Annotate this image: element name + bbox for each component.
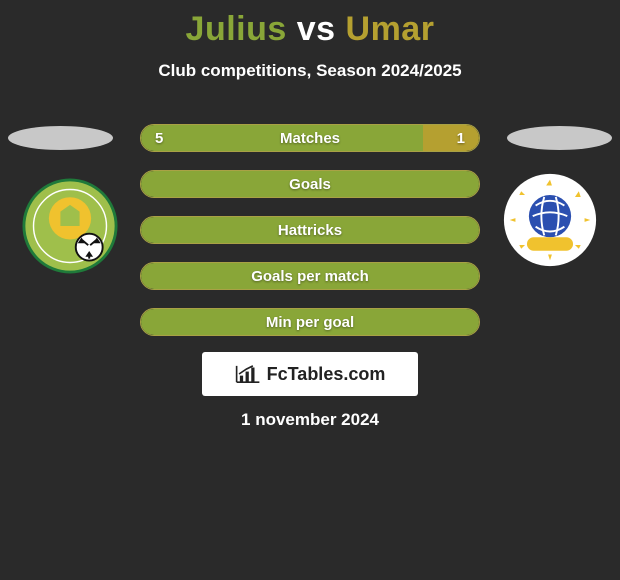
comparison-title: Julius vs Umar [0,0,620,49]
stats-container: Matches5 1 Goals Hattricks Goals per match Mi… [140,124,480,354]
sunshine-stars-icon [502,172,598,268]
bar-label: Goals per match [141,268,479,285]
stat-bar-matches: Matches5 1 [140,124,480,152]
club-logo-right [502,172,598,268]
chart-icon [235,363,261,385]
bar-value-right: 1 [457,130,465,147]
bar-label: Hattricks [141,222,479,239]
bar-value-left: 5 [155,130,163,147]
vs-text: vs [297,10,336,48]
bar-label: Min per goal [141,314,479,331]
player2-silhouette [507,126,612,150]
player1-silhouette [8,126,113,150]
bar-label: Matches [141,130,479,147]
stat-bar-hattricks: Hattricks [140,216,480,244]
club-logo-left [22,178,118,274]
branding-badge: FcTables.com [202,352,418,396]
stat-bar-min-per-goal: Min per goal [140,308,480,336]
subtitle: Club competitions, Season 2024/2025 [0,61,620,81]
bar-label: Goals [141,176,479,193]
date-text: 1 november 2024 [0,410,620,430]
stat-bar-goals-per-match: Goals per match [140,262,480,290]
branding-text: FcTables.com [267,364,386,385]
bendel-insurance-icon [22,178,118,274]
stat-bar-goals: Goals [140,170,480,198]
player2-name: Umar [346,10,435,48]
player1-name: Julius [186,10,287,48]
